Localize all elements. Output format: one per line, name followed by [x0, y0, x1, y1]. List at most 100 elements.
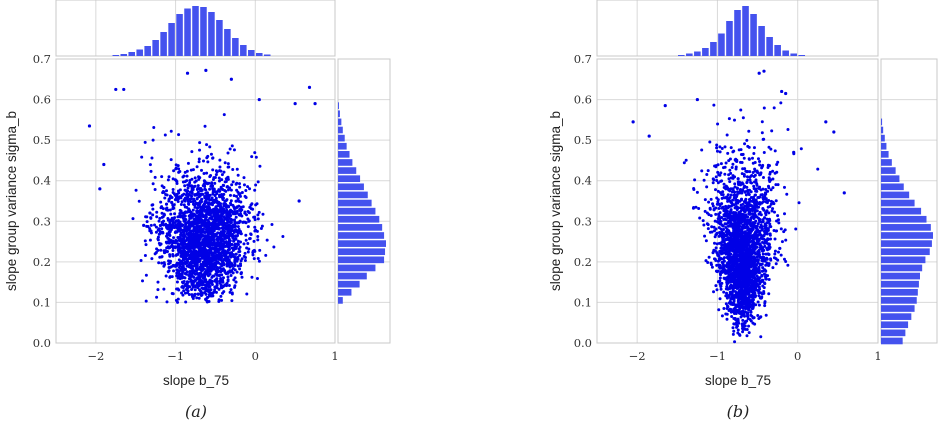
scatter-point [134, 188, 138, 192]
scatter-point [725, 195, 729, 199]
scatter-point [205, 239, 209, 243]
scatter-point [215, 280, 219, 284]
scatter-point [733, 340, 737, 344]
scatter-point [187, 183, 191, 187]
scatter-point [731, 326, 735, 330]
scatter-point [771, 177, 775, 181]
scatter-point [736, 299, 740, 303]
scatter-point [188, 226, 192, 230]
scatter-point [784, 259, 788, 263]
scatter-point [775, 170, 779, 174]
scatter-point [763, 241, 767, 245]
top-hist-bar [240, 45, 247, 56]
scatter-point [149, 231, 153, 235]
scatter-point [236, 225, 240, 229]
scatter-point [165, 232, 169, 236]
scatter-point [220, 187, 224, 191]
scatter-point [240, 275, 244, 279]
scatter-point [148, 163, 152, 167]
scatter-point [682, 161, 686, 165]
scatter-point [222, 170, 226, 174]
scatter-point [717, 214, 721, 218]
scatter-point [732, 329, 736, 333]
scatter-point [171, 246, 175, 250]
scatter-point [199, 168, 203, 172]
scatter-point [728, 231, 732, 235]
scatter-point [218, 222, 222, 226]
top-hist-bar [256, 53, 263, 56]
scatter-point [726, 287, 730, 291]
right-hist-bar [881, 151, 889, 158]
scatter-point [203, 202, 207, 206]
top-hist-bar [718, 33, 725, 56]
scatter-point [723, 172, 727, 176]
scatter-point [236, 264, 240, 268]
scatter-point [725, 285, 729, 289]
scatter-point [732, 235, 736, 239]
scatter-point [739, 288, 743, 292]
scatter-point [221, 194, 225, 198]
scatter-point [753, 193, 757, 197]
right-hist-bar [881, 159, 892, 166]
top-hist-bar [678, 55, 685, 56]
scatter-point [194, 179, 198, 183]
scatter-point [712, 290, 716, 294]
scatter-point [250, 155, 254, 159]
scatter-point [181, 261, 185, 265]
scatter-point [222, 202, 226, 206]
top-hist-bar [192, 6, 199, 56]
scatter-point [745, 204, 749, 208]
scatter-point [776, 218, 780, 222]
scatter-point [184, 229, 188, 233]
scatter-point [729, 208, 733, 212]
scatter-point [749, 269, 753, 273]
scatter-point [769, 202, 773, 206]
scatter-point [156, 280, 160, 284]
scatter-point [725, 296, 729, 300]
top-hist-bar [136, 49, 143, 56]
scatter-point [198, 257, 202, 261]
scatter-point [762, 286, 766, 290]
scatter-point [763, 216, 767, 220]
scatter-point [244, 238, 248, 242]
scatter-point [715, 251, 719, 255]
scatter-point [237, 182, 241, 186]
scatter-point [739, 241, 743, 245]
scatter-point [752, 180, 756, 184]
scatter-point [139, 258, 143, 262]
scatter-point [226, 244, 230, 248]
scatter-point [726, 305, 730, 309]
scatter-point [208, 278, 212, 282]
scatter-point [255, 277, 259, 281]
scatter-point [761, 207, 765, 211]
scatter-point [765, 217, 769, 221]
scatter-point [209, 291, 213, 295]
scatter-point [191, 280, 195, 284]
top-hist-bar [702, 48, 709, 56]
scatter-point [197, 203, 201, 207]
scatter-point [220, 173, 224, 177]
scatter-point [727, 117, 731, 121]
scatter-point [231, 248, 235, 252]
scatter-point [226, 151, 230, 155]
scatter-point [719, 171, 723, 175]
scatter-point [207, 229, 211, 233]
right-hist-bar [338, 167, 357, 174]
scatter-point [205, 171, 209, 175]
scatter-point [151, 138, 155, 142]
scatter-point [240, 257, 244, 261]
scatter-point [189, 200, 193, 204]
scatter-point [233, 258, 237, 262]
scatter-point [180, 285, 184, 289]
scatter-point [218, 165, 222, 169]
scatter-point [720, 196, 724, 200]
scatter-point [165, 241, 169, 245]
scatter-point [724, 204, 728, 208]
scatter-point [197, 273, 201, 277]
top-hist-bar [216, 20, 223, 56]
scatter-point [203, 223, 207, 227]
scatter-point [225, 284, 229, 288]
scatter-point [196, 292, 200, 296]
scatter-point [741, 323, 745, 327]
scatter-point [220, 246, 224, 250]
